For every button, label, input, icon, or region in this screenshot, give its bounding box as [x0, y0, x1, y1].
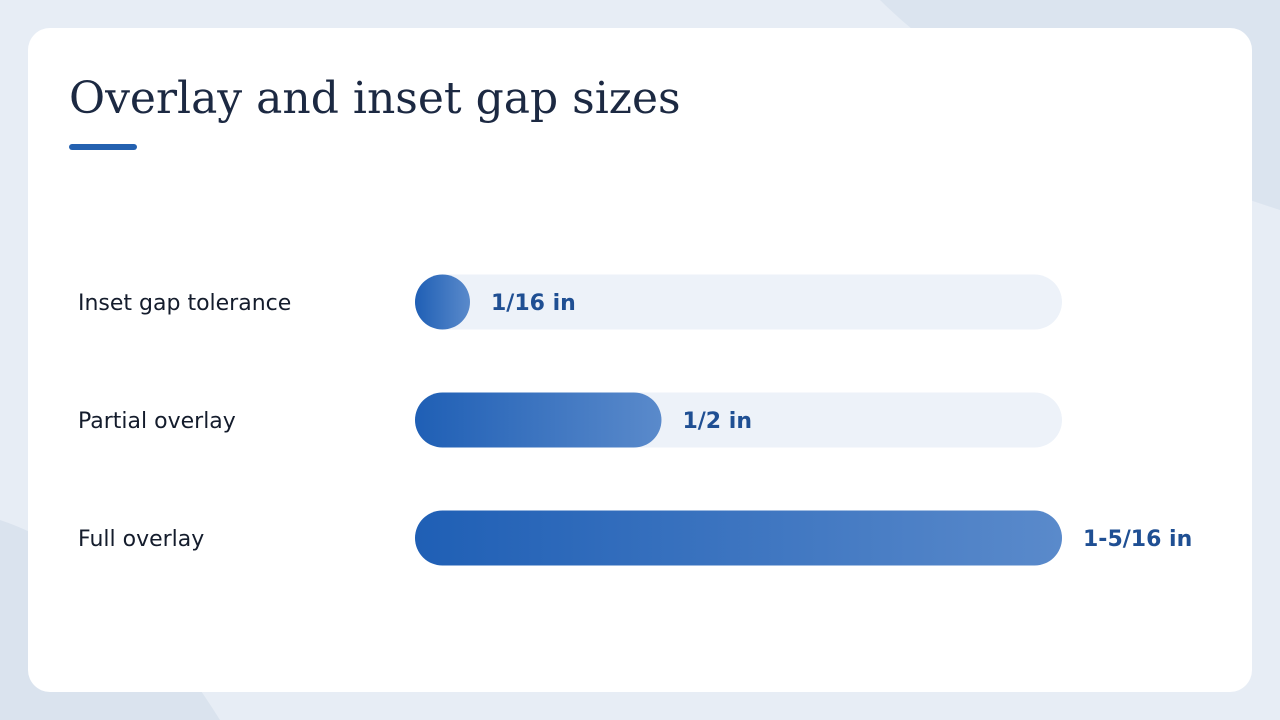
value-label: 1-5/16 in	[1083, 527, 1192, 552]
bars: 1/16 in Inset gap tolerance 1/2 in Partial …	[78, 274, 1192, 566]
chart-title: Overlay and inset gap sizes	[69, 73, 681, 124]
bar	[415, 392, 662, 448]
bar	[415, 510, 1062, 566]
title-accent	[69, 144, 137, 150]
value-label: 1/2 in	[682, 409, 752, 434]
category-label: Partial overlay	[78, 409, 236, 434]
category-label: Inset gap tolerance	[78, 291, 291, 316]
category-label: Full overlay	[78, 527, 204, 552]
value-label: 1/16 in	[491, 291, 576, 316]
bar-track	[415, 274, 1062, 330]
bar	[415, 274, 470, 330]
card	[28, 28, 1252, 692]
